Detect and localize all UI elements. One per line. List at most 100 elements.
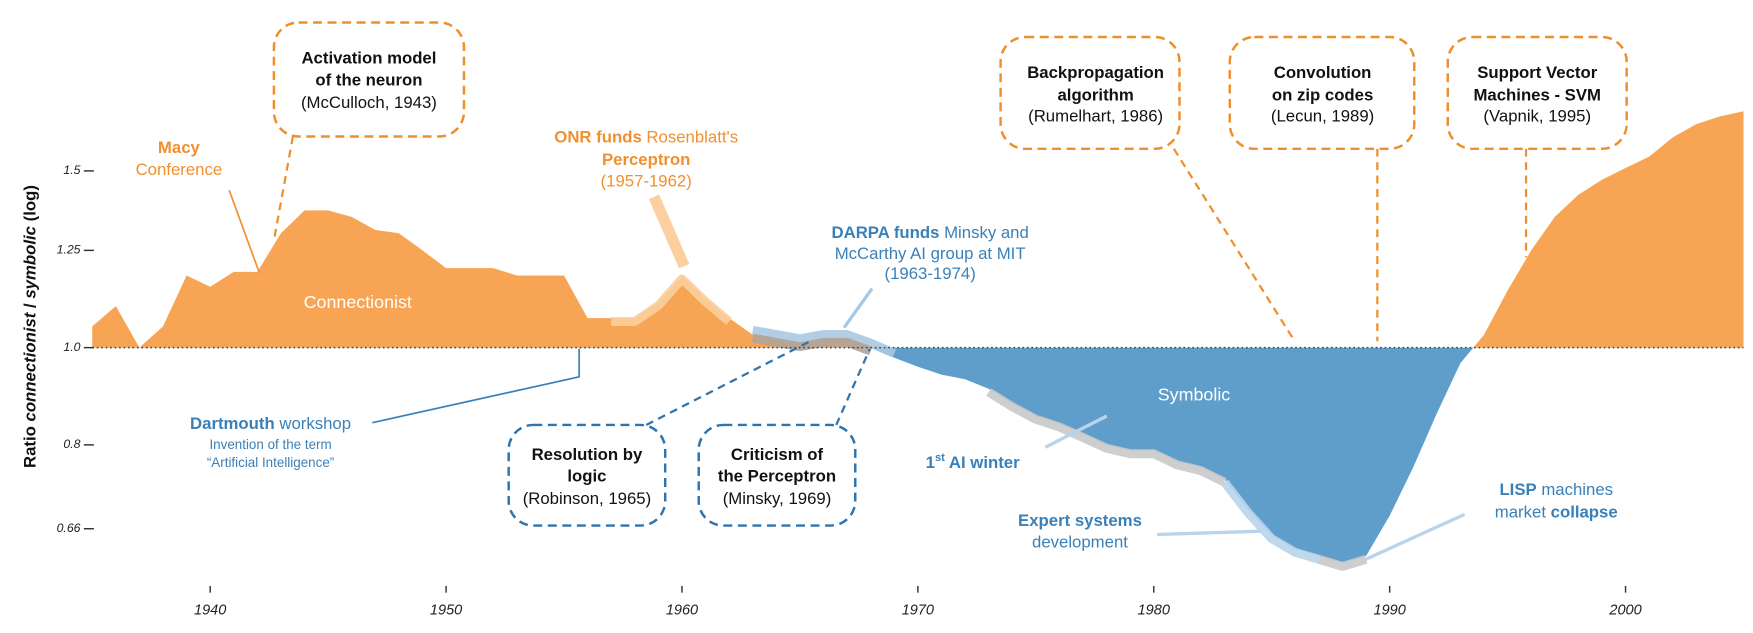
annotation-part: collapse — [1551, 503, 1618, 522]
annotation-text: (Lecun, 1989) — [1271, 107, 1374, 126]
annotation-part: Perceptron — [602, 151, 690, 170]
highlight-band — [1317, 555, 1368, 571]
annotation-part: LISP — [1499, 480, 1536, 499]
annotation-text: (Robinson, 1965) — [523, 489, 652, 508]
annotation-part: st — [935, 452, 945, 464]
annotation-leader — [228, 189, 261, 274]
annotation-text: Machines - SVM — [1473, 86, 1601, 105]
annotation-part: Activation model — [301, 49, 436, 68]
annotation-part: the Perceptron — [718, 467, 836, 486]
annotation-part: Macy — [158, 138, 201, 157]
annotation-part: (Vapnik, 1995) — [1483, 107, 1591, 126]
annotation-text: development — [1032, 533, 1128, 552]
annotation-text: algorithm — [1057, 86, 1133, 105]
y-label-part: / — [21, 299, 40, 313]
x-tick-label: 1950 — [430, 602, 462, 618]
annotation-text: (1963-1974) — [885, 265, 976, 284]
annotation-text: Conference — [136, 161, 223, 180]
annotation-text: of the neuron — [315, 71, 422, 90]
annotation-part: (Lecun, 1989) — [1271, 107, 1374, 126]
annotation-text: McCarthy AI group at MIT — [835, 244, 1026, 263]
highlight-band — [611, 274, 733, 326]
annotation-text: market collapse — [1495, 503, 1618, 522]
annotation-text: Invention of the term — [209, 437, 331, 452]
annotation-text: (1957-1962) — [601, 172, 692, 191]
annotation-text: ONR funds Rosenblatt's — [554, 128, 738, 147]
annotation-leader — [1172, 148, 1296, 342]
annotation-part: Dartmouth — [190, 414, 275, 433]
x-tick-label: 1980 — [1138, 602, 1170, 618]
annotation-part: Support Vector — [1477, 63, 1598, 82]
annotation-part: development — [1032, 533, 1128, 552]
annotation-text: Resolution by — [532, 446, 643, 465]
y-label-part: connectionist — [21, 311, 40, 421]
annotation-box — [272, 21, 466, 138]
annotation-text: “Artificial Intelligence” — [207, 455, 334, 470]
annotation-box — [999, 35, 1181, 151]
x-tick-label: 1970 — [902, 602, 934, 618]
annotation-text: LISP machines — [1499, 480, 1613, 499]
x-tick-label: 1940 — [194, 602, 226, 618]
annotation-part: logic — [567, 467, 606, 486]
y-axis-label: Ratio connectionist / symbolic (log) — [21, 185, 40, 468]
annotation-box — [1446, 35, 1628, 151]
annotation-leader — [835, 348, 871, 426]
annotation-part: Invention of the term — [209, 437, 331, 452]
area-label: Connectionist — [304, 292, 412, 312]
annotation-part: ONR funds — [554, 128, 641, 147]
annotation-text: Dartmouth workshop — [190, 414, 351, 433]
annotation-text: (McCulloch, 1943) — [301, 94, 437, 113]
highlight-band — [986, 388, 1227, 487]
annotation-part: (Minsky, 1969) — [723, 489, 832, 508]
annotation-part: (1957-1962) — [601, 172, 692, 191]
highlight-band — [1220, 479, 1321, 564]
area-label: Symbolic — [1158, 385, 1231, 405]
annotation-part: Expert systems — [1018, 512, 1142, 531]
annotation-text: the Perceptron — [718, 467, 836, 486]
annotation-text: logic — [567, 467, 606, 486]
annotation-text: Backpropagation — [1027, 63, 1164, 82]
annotation-part: Rosenblatt's — [642, 128, 738, 147]
annotation-text: Convolution — [1274, 63, 1372, 82]
annotation-box — [507, 423, 667, 527]
annotation-leader — [648, 194, 690, 269]
annotation-leader — [372, 348, 580, 424]
annotation-part: workshop — [275, 414, 351, 433]
annotation-part: McCarthy AI group at MIT — [835, 244, 1026, 263]
annotation-part: on zip codes — [1272, 86, 1373, 105]
annotation-leader — [645, 340, 812, 426]
annotation-part: Criticism of — [731, 446, 824, 465]
y-label-part: (log) — [21, 185, 40, 226]
annotation-part: Conference — [136, 161, 223, 180]
annotation-part: (1963-1974) — [885, 265, 976, 284]
annotation-part: Resolution by — [532, 446, 643, 465]
annotation-text: (Vapnik, 1995) — [1483, 107, 1591, 126]
annotation-part: machines — [1537, 480, 1613, 499]
annotation-box — [1228, 35, 1416, 151]
area-above — [92, 111, 1744, 348]
annotation-part: Machines - SVM — [1473, 86, 1601, 105]
annotation-text: 1st AI winter — [926, 452, 1020, 472]
annotation-part: (Rumelhart, 1986) — [1028, 107, 1163, 126]
annotation-text: (Minsky, 1969) — [723, 489, 832, 508]
annotation-leader — [272, 136, 295, 241]
annotation-text: Criticism of — [731, 446, 824, 465]
annotation-part: Minsky and — [939, 223, 1028, 242]
annotation-leader — [1044, 414, 1108, 449]
annotation-text: Perceptron — [602, 151, 690, 170]
x-tick-label: 2000 — [1608, 602, 1641, 618]
y-tick-label: 0.66 — [57, 521, 81, 535]
x-tick-label: 1990 — [1374, 602, 1406, 618]
annotation-part: 1 — [926, 453, 935, 472]
annotation-part: Backpropagation — [1027, 63, 1164, 82]
annotation-text: Expert systems — [1018, 512, 1142, 531]
annotation-part: algorithm — [1057, 86, 1133, 105]
annotation-part: (Robinson, 1965) — [523, 489, 652, 508]
y-tick-label: 0.8 — [63, 437, 80, 451]
x-tick-label: 1960 — [666, 602, 698, 618]
annotation-leader — [1365, 512, 1466, 561]
annotation-text: Macy — [158, 138, 201, 157]
annotation-text: Activation model — [301, 49, 436, 68]
highlight-band — [751, 325, 897, 358]
